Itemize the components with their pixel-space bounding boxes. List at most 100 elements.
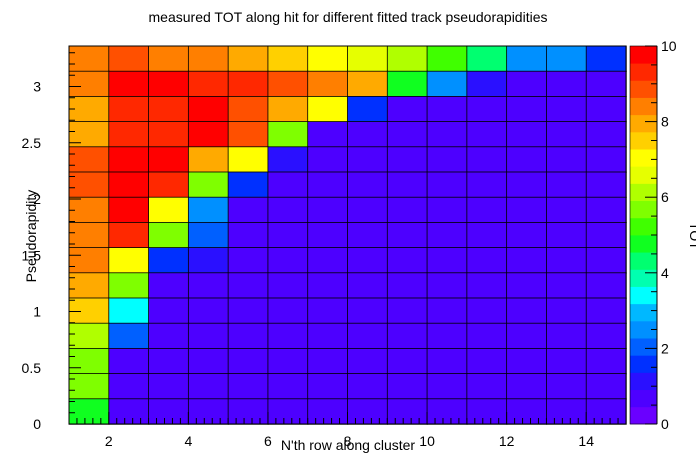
- heatmap-cell: [426, 196, 468, 224]
- heatmap-cell: [68, 322, 110, 350]
- color-scale-tick-label: 8: [661, 114, 669, 130]
- heatmap-cell: [347, 121, 388, 148]
- heatmap-cell: [347, 398, 388, 425]
- heatmap-cell: [267, 247, 309, 274]
- heatmap-cell: [267, 45, 309, 72]
- heatmap-cell: [386, 221, 428, 249]
- heatmap-cell: [347, 322, 388, 350]
- heatmap-cell: [307, 373, 349, 400]
- color-scale-axis: 0 2 4 6 8 10: [645, 38, 677, 432]
- heatmap-cell: [108, 196, 150, 224]
- heatmap-cell: [546, 322, 587, 350]
- y-axis: 0 0.5 1 1.5 2 2.5 3: [22, 52, 81, 432]
- heatmap-cell: [267, 398, 309, 425]
- heatmap-cell: [347, 347, 388, 375]
- heatmap-cell: [466, 347, 508, 375]
- heatmap-cell: [148, 121, 190, 148]
- heatmap-cell: [426, 70, 468, 98]
- x-tick-label: 4: [184, 433, 192, 449]
- heatmap-cell: [546, 121, 587, 148]
- heatmap-cell: [267, 373, 309, 400]
- heatmap-cell: [148, 171, 190, 198]
- heatmap-cell: [68, 70, 110, 98]
- heatmap-cell: [546, 297, 587, 324]
- color-scale-step: [630, 389, 657, 408]
- color-scale-step: [630, 372, 657, 391]
- y-tick-label: 0: [33, 416, 41, 432]
- y-tick-label: 3: [33, 79, 41, 95]
- x-tick-label: 6: [264, 433, 272, 449]
- heatmap-cell: [187, 247, 229, 274]
- heatmap-cell: [386, 247, 428, 274]
- heatmap-cell: [108, 171, 150, 198]
- heatmap-cell: [506, 297, 548, 324]
- color-scale-tick-label: 2: [661, 340, 669, 356]
- heatmap-cell: [148, 272, 190, 299]
- heatmap-cell: [585, 297, 627, 324]
- heatmap-cell: [386, 70, 428, 98]
- heatmap-cell: [347, 146, 388, 173]
- color-scale-step: [630, 63, 657, 81]
- heatmap-cell: [585, 322, 627, 350]
- heatmap-cell: [506, 247, 548, 274]
- heatmap-cell: [546, 45, 587, 72]
- heatmap-cell: [227, 121, 269, 148]
- heatmap-cell: [227, 171, 269, 198]
- heatmap-cell: [386, 171, 428, 198]
- heatmap-cell: [227, 196, 269, 224]
- heatmap-cell: [466, 121, 508, 148]
- heatmap-cell: [386, 297, 428, 324]
- heatmap-cell: [466, 171, 508, 198]
- heatmap-cell: [267, 70, 309, 98]
- heatmap-cell: [187, 96, 229, 123]
- heatmap-cell: [585, 196, 627, 224]
- heatmap-cell: [108, 322, 150, 350]
- heatmap-cell: [546, 96, 587, 123]
- heatmap-cell: [187, 272, 229, 299]
- heatmap-cell: [426, 297, 468, 324]
- heatmap-cell: [187, 146, 229, 173]
- heatmap-cell: [347, 373, 388, 400]
- heatmap-cell: [68, 171, 110, 198]
- heatmap-cell: [466, 297, 508, 324]
- heatmap-cell: [267, 297, 309, 324]
- heatmap-cell: [187, 347, 229, 375]
- heatmap-cell: [267, 347, 309, 375]
- heatmap-cell: [68, 221, 110, 249]
- heatmap-cell: [68, 96, 110, 123]
- y-tick-label: 1.5: [22, 247, 42, 263]
- heatmap-cell: [426, 398, 468, 425]
- heatmap-cell: [108, 373, 150, 400]
- heatmap-cell: [307, 347, 349, 375]
- heatmap-cell: [307, 297, 349, 324]
- heatmap-cell: [466, 398, 508, 425]
- heatmap-cell: [585, 347, 627, 375]
- heatmap-cell: [386, 196, 428, 224]
- heatmap-cell: [307, 196, 349, 224]
- heatmap-cell: [506, 196, 548, 224]
- color-scale-step: [630, 303, 657, 322]
- heatmap-cell: [426, 45, 468, 72]
- heatmap-cell: [148, 221, 190, 249]
- heatmap-cell: [546, 171, 587, 198]
- heatmap-cell: [227, 96, 269, 123]
- heatmap-cell: [148, 70, 190, 98]
- heatmap-cell: [466, 45, 508, 72]
- heatmap-cell: [68, 45, 110, 72]
- y-tick-label: 2: [33, 191, 41, 207]
- heatmap-cell: [386, 272, 428, 299]
- heatmap-cell: [347, 70, 388, 98]
- heatmap-cell: [585, 373, 627, 400]
- color-scale-tick-label: 6: [661, 189, 669, 205]
- heatmap-cell: [148, 297, 190, 324]
- heatmap-cell: [386, 121, 428, 148]
- heatmap-cell: [386, 45, 428, 72]
- heatmap-cell: [227, 297, 269, 324]
- color-scale-step: [630, 114, 657, 133]
- heatmap-cell: [307, 121, 349, 148]
- x-tick-label: 14: [578, 433, 594, 449]
- color-scale-label: TOT: [687, 222, 696, 250]
- heatmap-cell: [347, 196, 388, 224]
- color-scale-step: [630, 406, 657, 425]
- heatmap-cell: [227, 322, 269, 350]
